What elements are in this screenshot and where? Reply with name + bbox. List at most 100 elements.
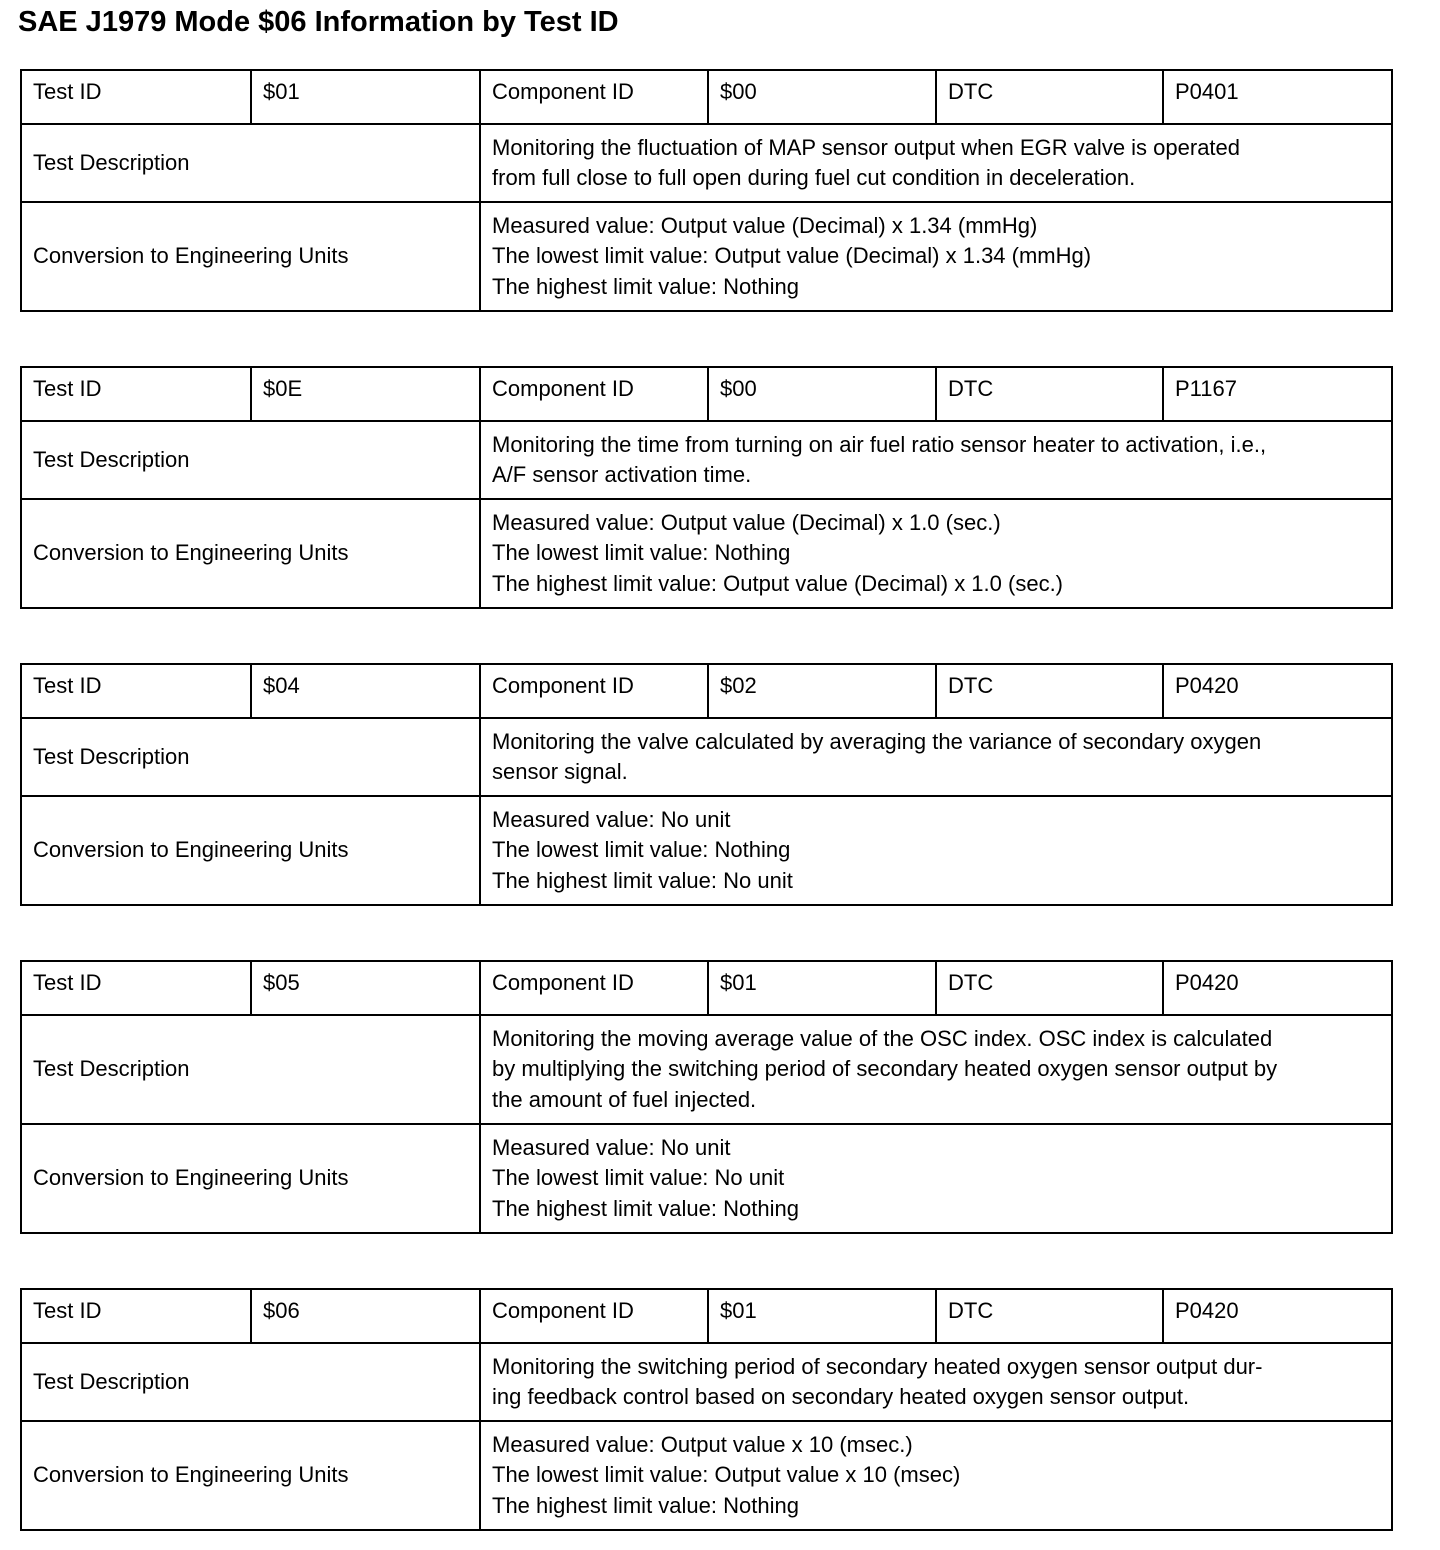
- dtc-value: P0420: [1162, 1288, 1393, 1344]
- test-id-label-text: Test ID: [33, 79, 102, 104]
- dtc-label: DTC: [935, 1288, 1164, 1344]
- conversion-label: Conversion to Engineering Units: [20, 201, 481, 312]
- header-row: Test ID $01 Component ID $00 DTC P0401: [20, 69, 1393, 125]
- dtc-value: P1167: [1162, 366, 1393, 422]
- test-id-value: $05: [250, 960, 481, 1016]
- conversion-values: Measured value: No unit The lowest limit …: [479, 1123, 1393, 1234]
- dtc-value: P0420: [1162, 960, 1393, 1016]
- conversion-label-text: Conversion to Engineering Units: [33, 1462, 349, 1488]
- test-description-line: A/F sensor activation time.: [492, 462, 752, 487]
- test-id-label-text: Test ID: [33, 1298, 102, 1323]
- conversion-line: The highest limit value: Nothing: [492, 273, 799, 299]
- test-description: Monitoring the fluctuation of MAP sensor…: [479, 123, 1393, 203]
- conversion-row: Conversion to Engineering Units Measured…: [20, 795, 1393, 906]
- description-row: Test Description Monitoring the time fro…: [20, 420, 1393, 500]
- test-description-line: Monitoring the fluctuation of MAP sensor…: [492, 134, 1241, 160]
- test-id-label: Test ID: [20, 69, 252, 125]
- conversion-label-text: Conversion to Engineering Units: [33, 1165, 349, 1191]
- test-description-label: Test Description: [20, 420, 481, 500]
- test-description: Monitoring the time from turning on air …: [479, 420, 1393, 500]
- component-id-label: Component ID: [479, 69, 709, 125]
- test-description-label: Test Description: [20, 1014, 481, 1125]
- test-table: Test ID $06 Component ID $01 DTC P0420 Test…: [20, 1288, 1393, 1531]
- conversion-label-text: Conversion to Engineering Units: [33, 540, 349, 566]
- conversion-line: The lowest limit value: Nothing: [492, 837, 791, 863]
- conversion-values: Measured value: Output value (Decimal) x…: [479, 201, 1393, 312]
- component-id-label-text: Component ID: [492, 79, 634, 104]
- component-id-value-text: $01: [720, 970, 757, 995]
- description-row: Test Description Monitoring the switchin…: [20, 1342, 1393, 1422]
- test-description-label-text: Test Description: [33, 1056, 190, 1082]
- test-description: Monitoring the switching period of secon…: [479, 1342, 1393, 1422]
- header-row: Test ID $05 Component ID $01 DTC P0420: [20, 960, 1393, 1016]
- header-row: Test ID $04 Component ID $02 DTC P0420: [20, 663, 1393, 719]
- test-description-label: Test Description: [20, 1342, 481, 1422]
- conversion-label: Conversion to Engineering Units: [20, 1420, 481, 1531]
- component-id-value-text: $02: [720, 673, 757, 698]
- description-row: Test Description Monitoring the fluctuat…: [20, 123, 1393, 203]
- conversion-label-text: Conversion to Engineering Units: [33, 243, 349, 269]
- conversion-line: The highest limit value: Nothing: [492, 1195, 799, 1221]
- conversion-line: The highest limit value: Output value (D…: [492, 570, 1064, 596]
- test-description-label-text: Test Description: [33, 149, 190, 175]
- conversion-label: Conversion to Engineering Units: [20, 1123, 481, 1234]
- test-description-line: from full close to full open during fuel…: [492, 165, 1136, 190]
- dtc-value-text: P0420: [1175, 673, 1239, 698]
- test-id-label: Test ID: [20, 366, 252, 422]
- dtc-label: DTC: [935, 69, 1164, 125]
- component-id-value-text: $00: [720, 79, 757, 104]
- test-id-value-text: $06: [263, 1298, 300, 1323]
- test-description-line: the amount of fuel injected.: [492, 1086, 757, 1112]
- dtc-value-text: P0420: [1175, 1298, 1239, 1323]
- dtc-label-text: DTC: [948, 79, 994, 104]
- component-id-label-text: Component ID: [492, 1298, 634, 1323]
- test-id-value: $04: [250, 663, 481, 719]
- conversion-row: Conversion to Engineering Units Measured…: [20, 1420, 1393, 1531]
- component-id-value-text: $00: [720, 376, 757, 401]
- component-id-label: Component ID: [479, 1288, 709, 1344]
- component-id-value: $01: [707, 1288, 937, 1344]
- dtc-value-text: P0420: [1175, 970, 1239, 995]
- conversion-line: Measured value: No unit: [492, 806, 731, 832]
- test-table: Test ID $04 Component ID $02 DTC P0420 Test…: [20, 663, 1393, 906]
- test-id-label-text: Test ID: [33, 970, 102, 995]
- dtc-label: DTC: [935, 663, 1164, 719]
- header-row: Test ID $0E Component ID $00 DTC P1167: [20, 366, 1393, 422]
- component-id-value: $02: [707, 663, 937, 719]
- component-id-label-text: Component ID: [492, 673, 634, 698]
- test-description-label: Test Description: [20, 123, 481, 203]
- component-id-value-text: $01: [720, 1298, 757, 1323]
- conversion-line: The highest limit value: No unit: [492, 867, 793, 893]
- component-id-value: $01: [707, 960, 937, 1016]
- dtc-label-text: DTC: [948, 970, 994, 995]
- test-id-value-text: $01: [263, 79, 300, 104]
- test-id-value: $01: [250, 69, 481, 125]
- test-description-line: ing feedback control based on secondary …: [492, 1384, 1190, 1409]
- test-description-label-text: Test Description: [33, 743, 190, 769]
- component-id-value: $00: [707, 69, 937, 125]
- test-table: Test ID $05 Component ID $01 DTC P0420 Test…: [20, 960, 1393, 1234]
- test-id-value: $06: [250, 1288, 481, 1344]
- conversion-values: Measured value: Output value (Decimal) x…: [479, 498, 1393, 609]
- dtc-label: DTC: [935, 366, 1164, 422]
- test-id-value-text: $05: [263, 970, 300, 995]
- conversion-label: Conversion to Engineering Units: [20, 795, 481, 906]
- dtc-label: DTC: [935, 960, 1164, 1016]
- test-description-line: sensor signal.: [492, 759, 628, 784]
- dtc-label-text: DTC: [948, 1298, 994, 1323]
- component-id-label-text: Component ID: [492, 970, 634, 995]
- test-id-label: Test ID: [20, 663, 252, 719]
- conversion-row: Conversion to Engineering Units Measured…: [20, 498, 1393, 609]
- test-description: Monitoring the moving average value of t…: [479, 1014, 1393, 1125]
- test-table: Test ID $01 Component ID $00 DTC P0401 Test…: [20, 69, 1393, 312]
- test-id-label-text: Test ID: [33, 673, 102, 698]
- dtc-label-text: DTC: [948, 673, 994, 698]
- component-id-label-text: Component ID: [492, 376, 634, 401]
- dtc-value-text: P1167: [1175, 376, 1237, 401]
- conversion-label: Conversion to Engineering Units: [20, 498, 481, 609]
- conversion-label-text: Conversion to Engineering Units: [33, 837, 349, 863]
- test-id-value-text: $04: [263, 673, 300, 698]
- test-description-label-text: Test Description: [33, 1368, 190, 1394]
- conversion-line: The lowest limit value: Output value (De…: [492, 243, 1092, 269]
- conversion-values: Measured value: Output value x 10 (msec.…: [479, 1420, 1393, 1531]
